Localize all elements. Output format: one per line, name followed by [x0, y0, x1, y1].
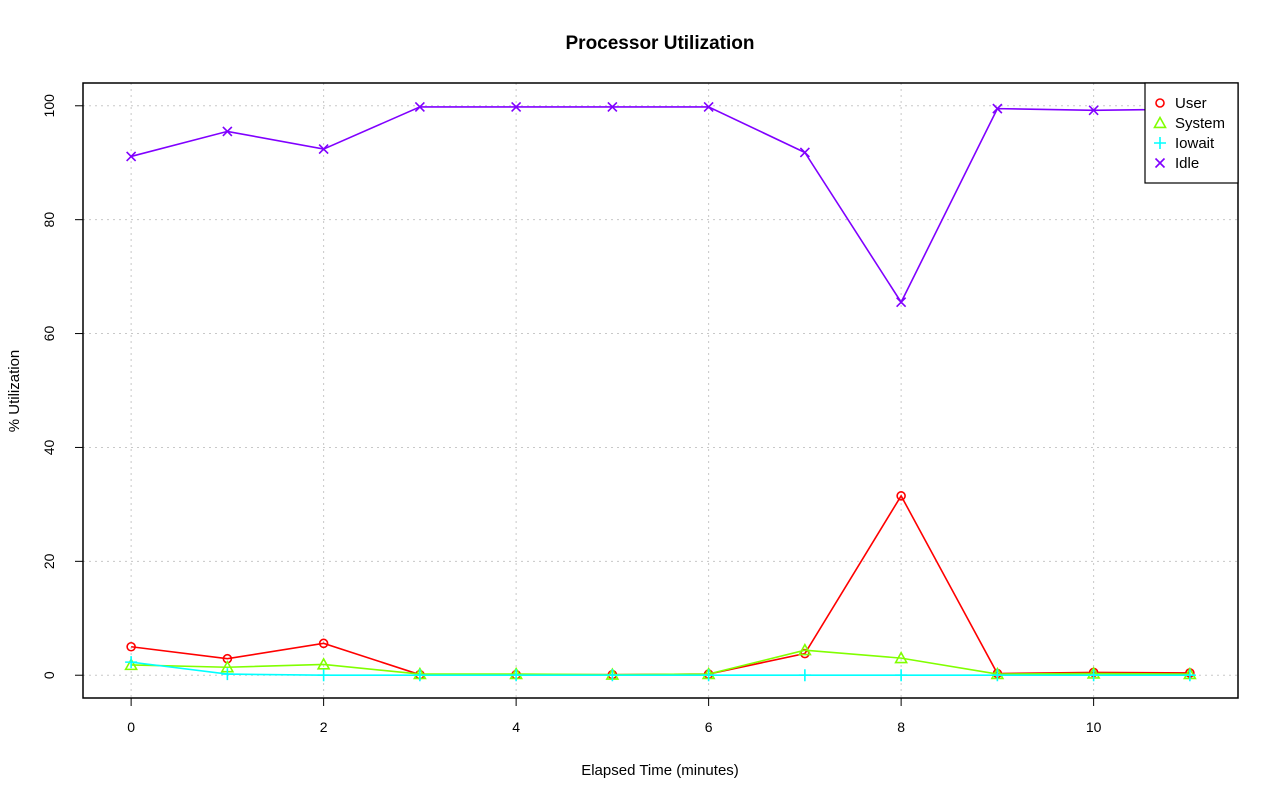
y-tick-label: 40: [41, 439, 57, 455]
data-point-iowait: [125, 656, 138, 669]
data-point-iowait: [606, 669, 619, 682]
x-tick-label: 4: [512, 719, 520, 735]
series-line-system: [131, 649, 1190, 676]
data-point-iowait: [798, 669, 811, 682]
series-lines: [124, 101, 1197, 682]
legend-label-iowait: Iowait: [1175, 135, 1215, 152]
data-point-idle: [607, 101, 618, 112]
chart-title: Processor Utilization: [566, 33, 755, 54]
series-system: [124, 643, 1197, 680]
legend-label-system: System: [1175, 115, 1225, 132]
x-tick-label: 0: [127, 719, 135, 735]
data-point-iowait: [510, 669, 523, 682]
data-point-user: [318, 638, 329, 649]
data-point-iowait: [895, 669, 908, 682]
data-point-iowait: [221, 668, 234, 681]
data-point-idle: [126, 151, 137, 162]
series-line-iowait: [131, 661, 1190, 677]
data-point-iowait: [991, 669, 1004, 682]
data-point-iowait: [702, 669, 715, 682]
series-line-idle: [130, 106, 1190, 304]
data-point-iowait: [413, 669, 426, 682]
x-tick-label: 2: [320, 719, 328, 735]
data-point-idle: [799, 147, 810, 158]
x-tick-label: 6: [705, 719, 713, 735]
legend-label-user: User: [1175, 95, 1207, 112]
legend-marker-iowait: [1154, 137, 1166, 149]
data-point-idle: [414, 101, 425, 112]
data-point-idle: [703, 101, 714, 112]
series-idle: [126, 101, 1195, 308]
legend-marker-idle: [1154, 157, 1166, 169]
y-tick-label: 80: [41, 212, 57, 228]
y-tick-label: 100: [41, 94, 57, 118]
data-point-idle: [222, 126, 233, 137]
legend-marker-user: [1155, 98, 1165, 108]
x-tick-label: 10: [1086, 719, 1102, 735]
grid: [83, 83, 1238, 698]
x-axis-label: Elapsed Time (minutes): [581, 762, 739, 779]
legend-marker-system: [1153, 115, 1167, 129]
data-point-system: [316, 657, 331, 670]
data-point-user: [896, 491, 906, 501]
data-point-system: [894, 650, 908, 664]
data-point-idle: [1088, 105, 1099, 116]
plot-frame: [82, 82, 1239, 699]
y-tick-label: 0: [41, 671, 57, 679]
series-iowait: [125, 656, 1196, 682]
y-tick-label: 60: [41, 326, 57, 342]
data-point-iowait: [1087, 669, 1100, 682]
data-point-idle: [896, 297, 907, 308]
legend-label-idle: Idle: [1175, 155, 1199, 172]
legend: User System Iowait Idle: [1144, 82, 1239, 184]
series-user: [126, 491, 1195, 680]
data-point-idle: [511, 101, 522, 112]
data-point-idle: [992, 103, 1003, 114]
data-point-idle: [318, 143, 329, 155]
data-point-system: [124, 657, 138, 671]
data-point-iowait: [317, 669, 330, 682]
y-axis-label: % Utilization: [6, 350, 23, 433]
y-tick-label: 20: [41, 553, 57, 569]
series-line-user: [131, 494, 1190, 676]
data-point-user: [126, 641, 136, 652]
data-point-system: [798, 643, 812, 656]
x-tick-label: 8: [897, 719, 905, 735]
data-point-iowait: [1183, 669, 1196, 682]
